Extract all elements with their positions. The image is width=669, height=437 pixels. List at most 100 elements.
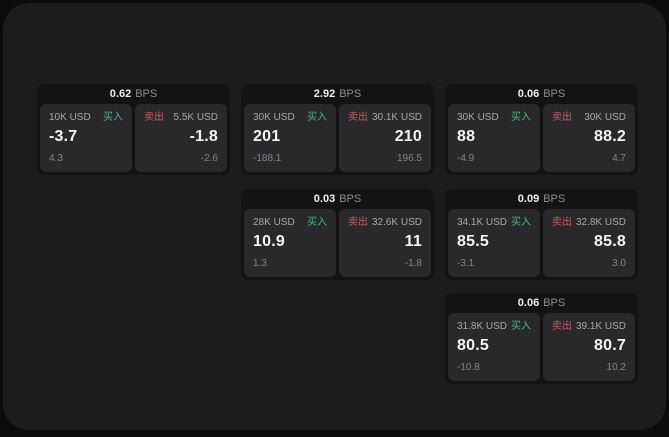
quote-card-6: 0.06 BPS 31.8K USD 买入 80.5 -10.8 卖出 39.1… [445,293,638,384]
card-header: 0.06 BPS [445,84,638,104]
sell-price: 85.8 [594,233,626,250]
quote-card-2: 2.92 BPS 30K USD 买入 201 -188.1 卖出 30.1K … [241,84,434,175]
buy-delta: -4.9 [457,153,475,164]
sell-delta: -2.6 [200,153,218,164]
quote-card-4: 0.03 BPS 28K USD 买入 10.9 1.3 卖出 32.6K US… [241,189,434,280]
sell-amount: 5.5K USD [173,112,218,123]
sell-panel[interactable]: 卖出 32.8K USD 85.8 3.0 [543,209,635,277]
quote-panels: 28K USD 买入 10.9 1.3 卖出 32.6K USD 11 -1.8 [241,209,434,277]
buy-delta: -3.1 [457,258,475,269]
buy-price: 88 [457,128,476,145]
quote-panels: 34.1K USD 买入 85.5 -3.1 卖出 32.8K USD 85.8… [445,209,638,277]
sell-delta: 10.2 [606,362,626,373]
buy-tag: 买入 [511,321,531,332]
buy-price: 201 [253,128,281,145]
sell-delta: 3.0 [612,258,626,269]
sell-price: -1.8 [189,128,218,145]
bps-value: 2.92 [313,88,336,100]
buy-panel[interactable]: 10K USD 买入 -3.7 4.3 [40,104,132,172]
buy-price: 85.5 [457,233,489,250]
buy-price: 80.5 [457,337,489,354]
buy-delta: 4.3 [49,153,63,164]
bps-value: 0.06 [517,88,540,100]
sell-panel-top: 卖出 30.1K USD [348,112,422,124]
buy-tag: 买入 [307,217,327,228]
sell-panel-top: 卖出 5.5K USD [144,112,218,124]
sell-amount: 32.6K USD [371,217,422,228]
buy-panel[interactable]: 34.1K USD 买入 85.5 -3.1 [448,209,540,277]
bps-value: 0.62 [109,88,132,100]
buy-amount: 28K USD [253,217,295,228]
buy-tag: 买入 [511,217,531,228]
sell-tag: 卖出 [552,321,572,332]
card-header: 0.62 BPS [37,84,230,104]
sell-delta: -1.8 [404,258,422,269]
buy-tag: 买入 [511,112,531,123]
quote-panels: 30K USD 买入 88 -4.9 卖出 30K USD 88.2 4.7 [445,104,638,172]
bps-value: 0.09 [517,193,540,205]
quote-card-1: 0.62 BPS 10K USD 买入 -3.7 4.3 卖出 5.5K USD… [37,84,230,175]
sell-amount: 39.1K USD [575,321,626,332]
sell-panel-top: 卖出 32.6K USD [348,217,422,229]
quote-card-5: 0.09 BPS 34.1K USD 买入 85.5 -3.1 卖出 32.8K… [445,189,638,280]
sell-price: 80.7 [594,337,626,354]
buy-amount: 34.1K USD [457,217,508,228]
buy-price: 10.9 [253,233,285,250]
sell-tag: 卖出 [552,112,572,123]
buy-panel-top: 28K USD 买入 [253,217,327,229]
bps-unit: BPS [543,88,566,100]
buy-panel-top: 10K USD 买入 [49,112,123,124]
sell-price: 11 [404,233,422,250]
bps-unit: BPS [543,297,566,309]
buy-amount: 30K USD [457,112,499,123]
sell-panel[interactable]: 卖出 5.5K USD -1.8 -2.6 [135,104,227,172]
buy-panel-top: 31.8K USD 买入 [457,321,531,333]
sell-tag: 卖出 [552,217,572,228]
buy-price: -3.7 [49,128,78,145]
buy-amount: 31.8K USD [457,321,508,332]
buy-amount: 30K USD [253,112,295,123]
card-header: 2.92 BPS [241,84,434,104]
buy-delta: -10.8 [457,362,480,373]
sell-tag: 卖出 [348,112,368,123]
sell-panel[interactable]: 卖出 30.1K USD 210 196.5 [339,104,431,172]
card-header: 0.06 BPS [445,293,638,313]
buy-tag: 买入 [103,112,123,123]
sell-amount: 32.8K USD [575,217,626,228]
buy-panel[interactable]: 31.8K USD 买入 80.5 -10.8 [448,313,540,381]
buy-tag: 买入 [307,112,327,123]
sell-tag: 卖出 [348,217,368,228]
sell-panel[interactable]: 卖出 39.1K USD 80.7 10.2 [543,313,635,381]
buy-panel[interactable]: 30K USD 买入 88 -4.9 [448,104,540,172]
buy-delta: 1.3 [253,258,267,269]
sell-price: 210 [394,128,422,145]
buy-panel-top: 30K USD 买入 [457,112,531,124]
bps-value: 0.03 [313,193,336,205]
sell-panel[interactable]: 卖出 32.6K USD 11 -1.8 [339,209,431,277]
quote-panels: 31.8K USD 买入 80.5 -10.8 卖出 39.1K USD 80.… [445,313,638,381]
quote-card-3: 0.06 BPS 30K USD 买入 88 -4.9 卖出 30K USD 8… [445,84,638,175]
sell-price: 88.2 [594,128,626,145]
sell-amount: 30.1K USD [371,112,422,123]
bps-unit: BPS [339,193,362,205]
sell-tag: 卖出 [144,112,164,123]
bps-unit: BPS [135,88,158,100]
buy-panel[interactable]: 30K USD 买入 201 -188.1 [244,104,336,172]
bps-unit: BPS [339,88,362,100]
buy-delta: -188.1 [253,153,282,164]
card-header: 0.09 BPS [445,189,638,209]
quote-panels: 30K USD 买入 201 -188.1 卖出 30.1K USD 210 1… [241,104,434,172]
sell-panel-top: 卖出 32.8K USD [552,217,626,229]
quote-panels: 10K USD 买入 -3.7 4.3 卖出 5.5K USD -1.8 -2.… [37,104,230,172]
sell-panel-top: 卖出 39.1K USD [552,321,626,333]
buy-amount: 10K USD [49,112,91,123]
buy-panel[interactable]: 28K USD 买入 10.9 1.3 [244,209,336,277]
buy-panel-top: 30K USD 买入 [253,112,327,124]
buy-panel-top: 34.1K USD 买入 [457,217,531,229]
sell-panel[interactable]: 卖出 30K USD 88.2 4.7 [543,104,635,172]
sell-delta: 196.5 [396,153,422,164]
sell-delta: 4.7 [612,153,626,164]
sell-panel-top: 卖出 30K USD [552,112,626,124]
bps-value: 0.06 [517,297,540,309]
